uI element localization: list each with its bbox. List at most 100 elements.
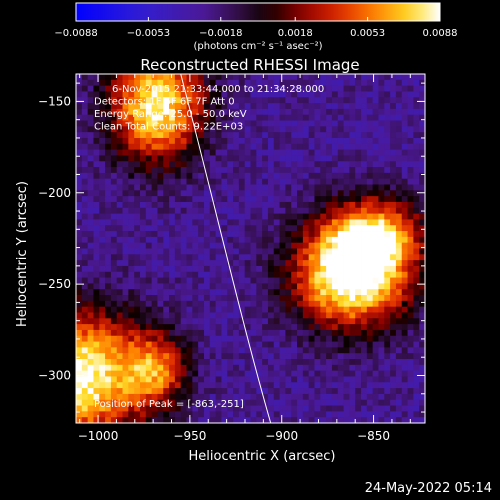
heatmap-cell [233, 236, 240, 244]
heatmap-cell [262, 79, 269, 87]
heatmap-cell [413, 143, 420, 151]
heatmap-cell [349, 213, 356, 220]
heatmap-cell [151, 417, 158, 424]
heatmap-cell [198, 254, 205, 261]
heatmap-cell [326, 114, 333, 121]
heatmap-cell [128, 242, 135, 249]
heatmap-cell [221, 201, 228, 209]
heatmap-cell [163, 271, 170, 278]
heatmap-cell [116, 295, 123, 302]
heatmap-cell [233, 225, 240, 232]
heatmap-cell [366, 341, 374, 348]
heatmap-cell [134, 178, 141, 185]
heatmap-cell [186, 271, 193, 278]
heatmap-cell [256, 417, 263, 424]
heatmap-cell [273, 219, 280, 226]
heatmap-cell [174, 370, 182, 377]
heatmap-cell [169, 143, 176, 151]
heatmap-cell [308, 97, 315, 104]
heatmap-cell [279, 207, 286, 214]
heatmap-cell [378, 74, 385, 81]
heatmap-cell [151, 347, 158, 354]
heatmap-cell [238, 295, 246, 302]
heatmap-cell [366, 283, 374, 290]
heatmap-cell [390, 225, 397, 232]
heatmap-cell [273, 184, 280, 191]
heatmap-cell [203, 359, 211, 366]
heatmap-cell [390, 341, 397, 348]
heatmap-cell [180, 353, 187, 360]
heatmap-cell [81, 213, 89, 220]
heatmap-cell [343, 359, 350, 366]
heatmap-cell [209, 376, 216, 383]
heatmap-cell [262, 335, 269, 342]
heatmap-cell [157, 254, 164, 261]
heatmap-cell [174, 393, 182, 401]
heatmap-cell [343, 196, 350, 203]
heatmap-cell [297, 242, 304, 249]
heatmap-cell [139, 271, 147, 278]
heatmap-cell [163, 347, 170, 354]
heatmap-cell [343, 91, 350, 98]
heatmap-cell [302, 353, 310, 360]
heatmap-cell [285, 103, 292, 110]
heatmap-cell [273, 306, 280, 313]
heatmap-cell [99, 306, 106, 313]
heatmap-cell [378, 248, 385, 255]
heatmap-cell [308, 382, 315, 389]
heatmap-cell [227, 172, 234, 180]
heatmap-cell [134, 271, 141, 278]
heatmap-cell [273, 277, 280, 284]
heatmap-cell [99, 167, 106, 174]
heatmap-cell [326, 300, 333, 308]
heatmap-cell [128, 85, 135, 92]
heatmap-cell [297, 353, 304, 360]
heatmap-cell [151, 248, 158, 255]
heatmap-cell [116, 411, 123, 418]
heatmap-cell [209, 329, 216, 337]
heatmap-cell [267, 126, 275, 133]
heatmap-cell [215, 137, 222, 145]
heatmap-cell [128, 283, 135, 290]
heatmap-cell [203, 277, 211, 284]
heatmap-cell [180, 103, 187, 110]
heatmap-cell [134, 260, 141, 267]
heatmap-cell [192, 155, 199, 162]
heatmap-cell [198, 260, 205, 267]
heatmap-cell [93, 126, 100, 133]
heatmap-cell [157, 393, 164, 401]
heatmap-cell [331, 103, 339, 110]
heatmap-cell [331, 359, 339, 366]
heatmap-cell [302, 225, 310, 232]
heatmap-cell [291, 399, 298, 406]
heatmap-cell [238, 225, 246, 232]
heatmap-cell [227, 370, 234, 377]
heatmap-cell [122, 283, 129, 290]
heatmap-cell [355, 318, 362, 325]
heatmap-cell [192, 353, 199, 360]
heatmap-cell [250, 225, 257, 232]
heatmap-cell [203, 79, 211, 87]
heatmap-cell [180, 359, 187, 366]
heatmap-cell [250, 85, 257, 92]
heatmap-cell [198, 335, 205, 342]
heatmap-cell [413, 376, 420, 383]
heatmap-cell [355, 248, 362, 255]
heatmap-cell [238, 126, 246, 133]
heatmap-cell [361, 370, 368, 377]
heatmap-cell [407, 184, 414, 191]
heatmap-cell [390, 370, 397, 377]
heatmap-cell [139, 411, 147, 418]
heatmap-cell [139, 341, 147, 348]
heatmap-cell [122, 225, 129, 232]
heatmap-cell [110, 265, 118, 273]
heatmap-cell [238, 306, 246, 313]
heatmap-cell [355, 91, 362, 98]
heatmap-cell [413, 318, 420, 325]
heatmap-cell [320, 132, 327, 139]
heatmap-cell [372, 120, 379, 127]
heatmap-cell [413, 79, 420, 87]
heatmap-cell [157, 207, 164, 214]
heatmap-cell [326, 277, 333, 284]
heatmap-cell [291, 167, 298, 174]
